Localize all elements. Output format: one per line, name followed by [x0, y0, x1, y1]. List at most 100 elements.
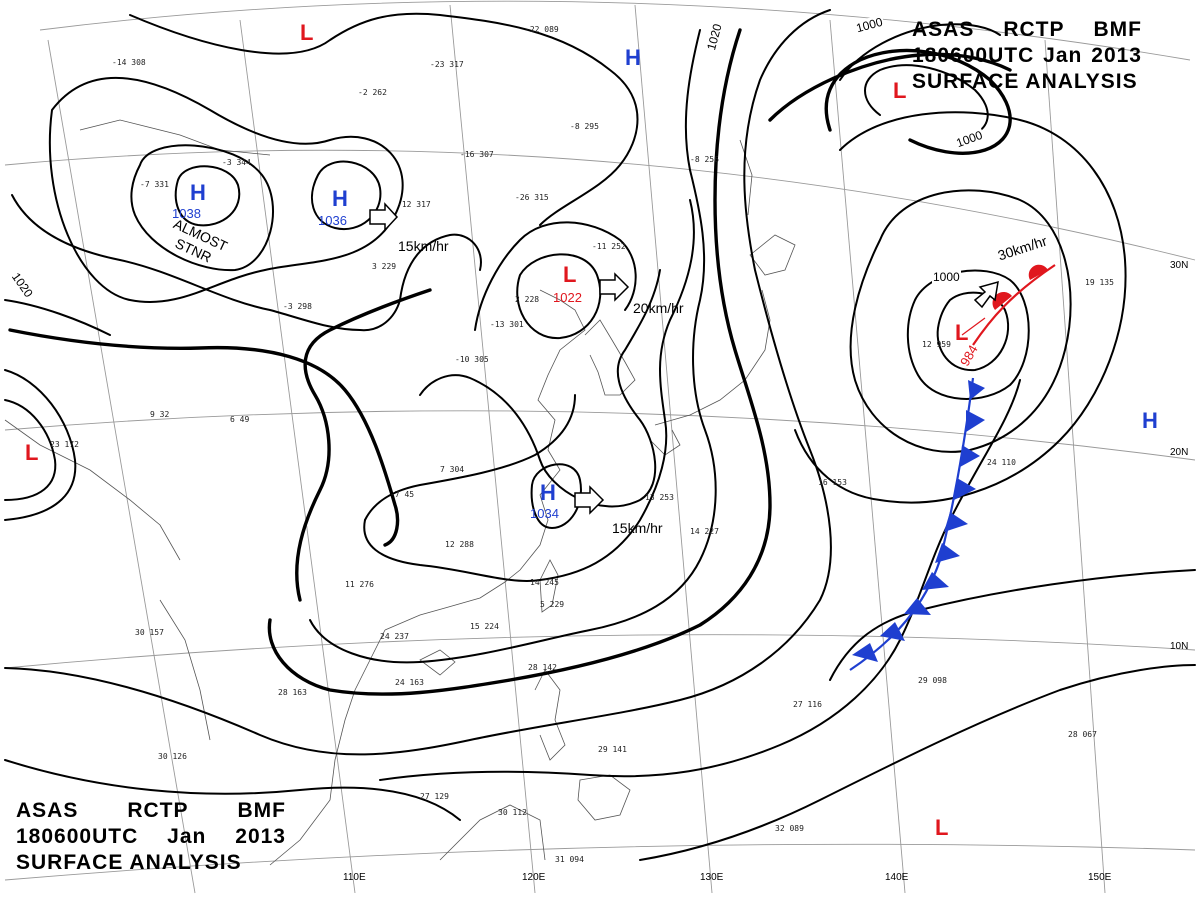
isobar-1022 — [363, 199, 695, 582]
motion-arrow-l984 — [973, 280, 999, 309]
coast-bay-bengal — [159, 599, 211, 741]
warm-front-bumps — [992, 264, 1048, 310]
title-tr-center: RCTP — [1003, 18, 1065, 41]
low-value-1022: 1022 — [553, 290, 582, 305]
station-plot: 2 228 — [515, 295, 540, 304]
title-row-2: 180600UTC Jan 2013 — [912, 43, 1142, 69]
coast-indochina — [269, 629, 386, 866]
parallel-40n — [39, 0, 1191, 61]
lon-label-120e: 120E — [522, 872, 546, 883]
cold-front-barbs — [852, 380, 985, 662]
high-center-1038: H — [190, 180, 206, 205]
isobar-l1022-inner — [516, 253, 602, 340]
station-plot: 24 110 — [987, 458, 1016, 467]
low-center-west: L — [25, 440, 39, 465]
title-bl-type: SURFACE ANALYSIS — [16, 851, 242, 874]
station-plot: 9 32 — [150, 410, 170, 419]
high-center-north: H — [625, 45, 641, 70]
isobar-1016 — [4, 9, 832, 756]
station-plot: 3 229 — [372, 262, 397, 271]
title-row-2: 180600UTC Jan 2013 — [16, 824, 286, 850]
isobar-1024 — [364, 394, 576, 521]
title-bl-center: RCTP — [127, 799, 189, 822]
title-bl-agency: ASAS — [16, 799, 79, 822]
meridian-150e — [1044, 39, 1106, 894]
isobar-low-1000 — [906, 269, 1030, 400]
station-plot: 24 163 — [395, 678, 424, 687]
meridian-100e — [47, 39, 196, 894]
isobar-label-1000-low: 1000 — [932, 270, 961, 284]
station-plot: 28 142 — [528, 663, 557, 672]
coast-philippines-luzon — [534, 669, 566, 761]
coast-hokkaido — [749, 234, 796, 276]
coast-siberia — [79, 119, 271, 156]
station-plot: -14 308 — [112, 58, 146, 67]
title-tr-type: SURFACE ANALYSIS — [912, 70, 1138, 93]
high-value-1034: 1034 — [530, 506, 559, 521]
isobar-1020-lbl-line — [4, 299, 111, 336]
isobar-h1038-outer — [130, 144, 274, 272]
station-plot: 27 116 — [793, 700, 822, 709]
lon-label-110e: 110E — [343, 872, 366, 883]
station-plot: 32 089 — [775, 824, 804, 833]
coast-korea — [584, 319, 636, 396]
station-plot: -23 317 — [430, 60, 464, 69]
motion-label-l1022: 20km/hr — [633, 300, 684, 316]
title-bl-time: 180600UTC — [16, 825, 139, 848]
station-plot: 28 067 — [1068, 730, 1097, 739]
title-row-1: ASAS RCTP BMF — [16, 798, 286, 824]
graticule — [4, 0, 1196, 894]
station-plot: -8 256 — [690, 155, 719, 164]
station-plot: 31 094 — [555, 855, 584, 864]
lat-label-10n: 10N — [1170, 641, 1189, 652]
parallel-20n — [4, 410, 1196, 461]
title-tr-time: 180600UTC — [912, 44, 1035, 67]
station-plot: 11 276 — [345, 580, 374, 589]
station-plot: 12 288 — [445, 540, 474, 549]
title-tr-year: 2013 — [1091, 44, 1142, 67]
high-center-1034: H — [540, 480, 556, 505]
low-center-south: L — [935, 815, 949, 840]
station-plot: 28 163 — [278, 688, 307, 697]
coast-japan-kyushu — [649, 429, 681, 456]
title-row-3: SURFACE ANALYSIS — [912, 69, 1142, 95]
motion-arrow-h1036 — [369, 202, 399, 232]
motion-arrows — [369, 202, 999, 515]
coast-sakhalin — [739, 139, 753, 216]
isobar-l1022-outer — [474, 221, 637, 331]
title-row-1: ASAS RCTP BMF — [912, 17, 1142, 43]
station-plot: 14 245 — [530, 578, 559, 587]
station-plot: -11 252 — [592, 242, 626, 251]
isobar-central-trough — [419, 269, 661, 508]
low-center-984: L — [955, 320, 969, 345]
isobar-ne-arc2 — [824, 48, 1012, 155]
coast-india — [4, 419, 181, 561]
isobar-ne-arc1 — [864, 64, 989, 136]
lon-label-150e: 150E — [1088, 872, 1112, 883]
station-plot: -7 45 — [390, 490, 415, 499]
station-plot: 30 112 — [498, 808, 527, 817]
isobar-1020-ring — [309, 29, 717, 664]
title-block-top-right: ASAS RCTP BMF 180600UTC Jan 2013 SURFACE… — [912, 17, 1142, 95]
station-plot: 29 098 — [918, 676, 947, 685]
station-plot: 30 126 — [158, 752, 187, 761]
high-value-1036: 1036 — [318, 213, 347, 228]
isobar-low-outer2 — [794, 111, 1127, 504]
isobar-low-outer — [849, 189, 1072, 453]
coast-philippines-mindanao — [577, 774, 631, 821]
low-track-line — [961, 317, 986, 336]
cold-front — [849, 377, 985, 671]
station-plot: 16 153 — [818, 478, 847, 487]
station-plot: -8 295 — [570, 122, 599, 131]
coast-borneo — [439, 804, 546, 861]
coast-china — [384, 289, 586, 631]
meridian-140e — [829, 19, 906, 894]
low-center-north: L — [300, 20, 314, 45]
lat-label-20n: 20N — [1170, 447, 1189, 458]
warm-front-line — [972, 264, 1056, 346]
low-center-1022: L — [563, 262, 577, 287]
motion-arrow-h1034 — [574, 485, 605, 515]
station-plot: -16 307 — [460, 150, 494, 159]
